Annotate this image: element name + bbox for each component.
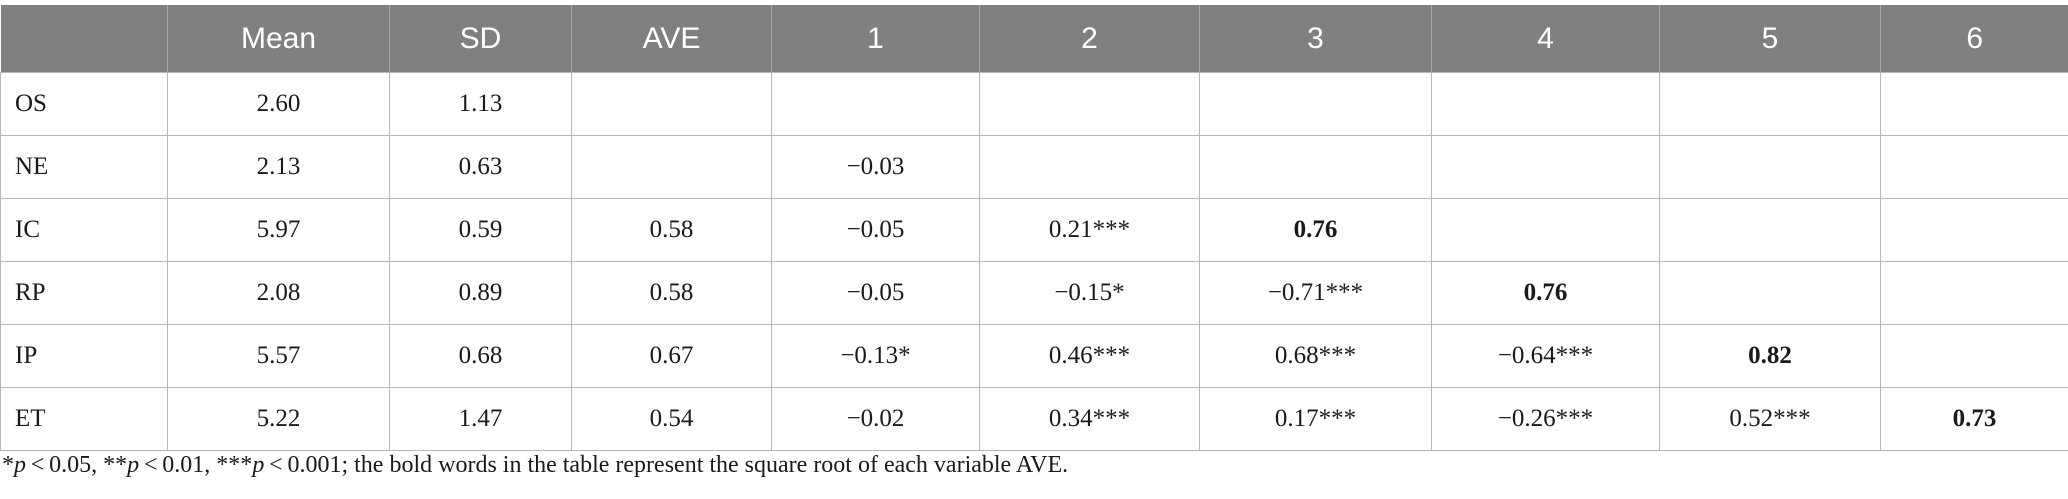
table-cell: 0.59: [389, 198, 572, 262]
column-header: Mean: [167, 5, 390, 73]
correlation-table: Mean SD AVE 1 2 3 4 5 6 OS 2.60 1.13 NE 2.13 0.63 −0.0…: [0, 5, 2068, 451]
table-cell: −0.13*: [771, 324, 980, 388]
table-cell: [1199, 72, 1432, 136]
table-cell: [771, 72, 980, 136]
table-cell: 0.54: [571, 387, 772, 451]
table-cell: [1880, 135, 2068, 199]
table-cell: [1659, 72, 1881, 136]
column-header: 1: [771, 5, 980, 73]
footnote-text: < 0.05, **: [26, 452, 128, 478]
footnote-text: < 0.001; the bold words in the table rep…: [264, 452, 1069, 478]
table-cell: [571, 135, 772, 199]
table-cell: [1659, 198, 1881, 262]
column-header: 2: [979, 5, 1200, 73]
footnote-text: *: [2, 452, 14, 478]
table-row: RP 2.08 0.89 0.58 −0.05 −0.15* −0.71*** 0.76: [0, 261, 2068, 325]
table-cell: 2.13: [167, 135, 390, 199]
row-label: IC: [0, 198, 168, 262]
column-header: 3: [1199, 5, 1432, 73]
footnote-p: p: [14, 452, 26, 478]
table-cell: 5.22: [167, 387, 390, 451]
row-label: RP: [0, 261, 168, 325]
table-cell: [1199, 135, 1432, 199]
table-cell: [1880, 198, 2068, 262]
table-cell: −0.15*: [979, 261, 1200, 325]
table-cell: 2.60: [167, 72, 390, 136]
table-body: OS 2.60 1.13 NE 2.13 0.63 −0.03 IC 5.97 0.59 0.58−…: [0, 72, 2068, 451]
table-row: NE 2.13 0.63 −0.03: [0, 135, 2068, 199]
row-label: IP: [0, 324, 168, 388]
footnote-p: p: [127, 452, 140, 478]
table-row: OS 2.60 1.13: [0, 72, 2068, 136]
table-cell: 0.89: [389, 261, 572, 325]
table-cell: 1.47: [389, 387, 572, 451]
column-header: SD: [389, 5, 572, 73]
table-cell: 0.46***: [979, 324, 1200, 388]
table-cell: −0.26***: [1431, 387, 1660, 451]
table-row: IC 5.97 0.59 0.58 −0.05 0.21*** 0.76: [0, 198, 2068, 262]
row-label: OS: [0, 72, 168, 136]
table-header-row: Mean SD AVE 1 2 3 4 5 6: [0, 5, 2068, 73]
table-cell: −0.64***: [1431, 324, 1660, 388]
table-cell: 2.08: [167, 261, 390, 325]
table-cell: 0.58: [571, 198, 772, 262]
footnote-p: p: [252, 452, 265, 478]
table-cell: [1659, 261, 1881, 325]
table-cell: [1880, 324, 2068, 388]
column-header: 6: [1880, 5, 2068, 73]
correlation-table-container: Mean SD AVE 1 2 3 4 5 6 OS 2.60 1.13 NE 2.13 0.63 −0.0…: [0, 5, 2068, 451]
table-row: IP 5.57 0.68 0.67 −0.13* 0.46*** 0.68*** −0.64*…: [0, 324, 2068, 388]
table-cell: 0.67: [571, 324, 772, 388]
table-footnote: *p < 0.05, **p < 0.01, ***p < 0.001; the…: [2, 452, 1068, 479]
table-cell: 1.13: [389, 72, 572, 136]
row-label: NE: [0, 135, 168, 199]
table-cell: 0.68: [389, 324, 572, 388]
column-header: 4: [1431, 5, 1660, 73]
column-header: 5: [1659, 5, 1881, 73]
table-cell: −0.03: [771, 135, 980, 199]
table-cell: −0.05: [771, 261, 980, 325]
table-cell: [979, 72, 1200, 136]
table-cell: 0.21***: [979, 198, 1200, 262]
table-cell: 0.34***: [979, 387, 1200, 451]
table-cell: [1880, 261, 2068, 325]
table-cell: 0.52***: [1659, 387, 1881, 451]
row-label: ET: [0, 387, 168, 451]
table-cell: −0.02: [771, 387, 980, 451]
table-cell: 0.68***: [1199, 324, 1432, 388]
table-row: ET 5.22 1.47 0.54 −0.02 0.34*** 0.17*** −0.26**…: [0, 387, 2068, 451]
table-cell: 0.17***: [1199, 387, 1432, 451]
table-cell: [1880, 72, 2068, 136]
table-cell: [1431, 135, 1660, 199]
table-cell: [1431, 72, 1660, 136]
table-cell: [1431, 198, 1660, 262]
table-cell: 5.57: [167, 324, 390, 388]
table-cell: 0.63: [389, 135, 572, 199]
table-cell: 5.97: [167, 198, 390, 262]
table-cell: [1659, 135, 1881, 199]
table-cell: [571, 72, 772, 136]
table-cell: 0.76: [1199, 198, 1432, 262]
footnote-text: < 0.01, ***: [139, 452, 253, 478]
table-cell: 0.76: [1431, 261, 1660, 325]
table-cell: 0.82: [1659, 324, 1881, 388]
table-cell: −0.71***: [1199, 261, 1432, 325]
table-cell: [979, 135, 1200, 199]
column-header: [0, 5, 168, 73]
column-header: AVE: [571, 5, 772, 73]
table-cell: 0.58: [571, 261, 772, 325]
table-cell: 0.73: [1880, 387, 2068, 451]
table-cell: −0.05: [771, 198, 980, 262]
